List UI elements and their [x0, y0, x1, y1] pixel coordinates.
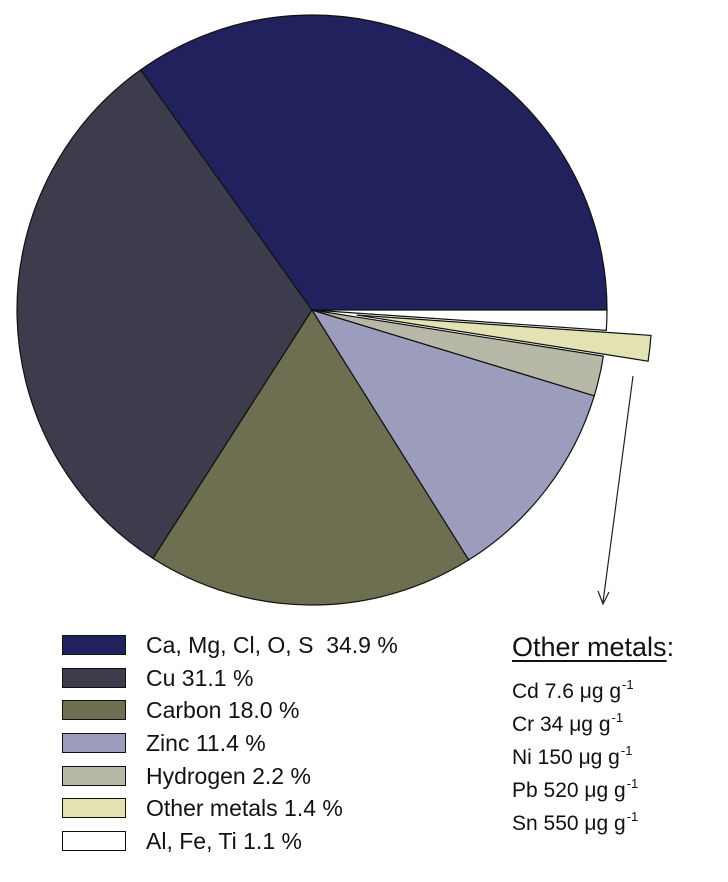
legend-label: Hydrogen 2.2 % — [146, 762, 311, 789]
other-metal-row: Sn 550 μg g-1 — [512, 800, 674, 835]
pie-slice-4 — [311, 309, 605, 397]
legend-swatch — [62, 635, 126, 655]
metal-unit: μg g — [584, 779, 626, 802]
metal-symbol: Pb — [512, 779, 538, 802]
pie-slice-1 — [16, 69, 313, 560]
metal-unit-exponent: -1 — [622, 677, 634, 692]
metal-symbol: Cd — [512, 680, 539, 703]
pie-slice-0 — [139, 14, 608, 311]
metal-unit: μg g — [579, 680, 622, 703]
metal-unit-exponent: -1 — [620, 743, 633, 758]
metal-symbol: Cr — [512, 713, 535, 736]
metal-symbol: Ni — [512, 746, 532, 769]
legend-label: Al, Fe, Ti 1.1 % — [146, 828, 302, 855]
other-metal-row: Cd 7.6 μg g-1 — [512, 668, 674, 703]
pie-chart — [16, 14, 652, 606]
legend-swatch — [62, 667, 126, 688]
metal-unit-exponent: -1 — [611, 710, 624, 725]
legend-swatch — [62, 700, 126, 721]
pie-slice-2 — [152, 308, 470, 606]
other-metal-row: Ni 150 μg g-1 — [512, 734, 674, 769]
legend-label: Ca, Mg, Cl, O, S 34.9 % — [146, 632, 398, 658]
pie-slice-3 — [310, 308, 596, 561]
metal-unit: μg g — [578, 746, 620, 769]
metal-value: 520 — [537, 779, 585, 802]
legend-label: Cu 31.1 % — [146, 664, 254, 691]
pie-slice-6 — [311, 309, 608, 331]
legend-swatch — [62, 831, 126, 852]
annotation-arrow-line — [602, 375, 634, 603]
metal-value: 34 — [534, 713, 570, 736]
legend-label: Carbon 18.0 % — [146, 697, 300, 724]
other-metals-list: Cd 7.6 μg g-1 Cr 34 μg g-1 Ni 150 μg g-1 Pb… — [512, 668, 674, 835]
other-metal-row: Pb 520 μg g-1 — [512, 767, 674, 802]
other-metals-annotation: Other metals: Cd 7.6 μg g-1 Cr 34 μg g-1 N… — [512, 630, 675, 835]
metal-value: 550 — [537, 812, 585, 835]
other-metal-row: Cr 34 μg g-1 — [512, 701, 674, 736]
metal-unit: μg g — [569, 713, 611, 736]
pie-slice-5 — [356, 314, 652, 362]
metal-value: 150 — [531, 746, 579, 769]
legend-swatch — [62, 733, 126, 754]
metal-unit: μg g — [584, 812, 626, 835]
annotation-arrow-head — [597, 590, 610, 606]
legend-swatch — [62, 765, 126, 786]
legend-label: Zinc 11.4 % — [146, 730, 266, 757]
metal-symbol: Sn — [512, 812, 538, 835]
legend-swatch — [62, 798, 126, 819]
legend-label: Other metals 1.4 % — [146, 795, 343, 822]
metal-value: 7.6 — [538, 680, 580, 703]
metal-unit-exponent: -1 — [626, 809, 639, 824]
metal-unit-exponent: -1 — [626, 776, 639, 791]
other-metals-title: Other metals: — [512, 632, 675, 662]
